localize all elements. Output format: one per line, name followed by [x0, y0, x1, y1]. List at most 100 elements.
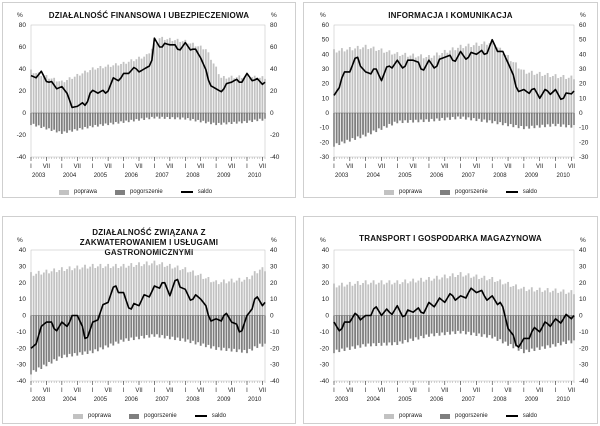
bar-poprawa	[367, 284, 370, 316]
bar-poprawa	[60, 267, 63, 316]
bar-poprawa	[475, 42, 478, 113]
bar-poprawa	[551, 290, 554, 316]
bar-poprawa	[53, 268, 56, 316]
bar-poprawa	[261, 267, 264, 316]
bar-poprawa	[377, 282, 380, 316]
bar-pogorszenie	[197, 113, 200, 120]
bar-pogorszenie	[117, 113, 120, 124]
bar-poprawa	[248, 279, 251, 316]
bar-pogorszenie	[63, 315, 66, 355]
bar-pogorszenie	[383, 315, 386, 343]
bar-poprawa	[212, 281, 215, 316]
y-tick-label-left: 20	[19, 88, 27, 95]
bar-pogorszenie	[417, 315, 420, 340]
bar-pogorszenie	[96, 113, 99, 127]
bar-pogorszenie	[435, 315, 438, 334]
bar-poprawa	[228, 77, 230, 113]
bar-pogorszenie	[425, 315, 428, 335]
bar-pogorszenie	[161, 113, 164, 117]
bar-pogorszenie	[462, 315, 465, 331]
bar-pogorszenie	[45, 315, 48, 367]
bar-pogorszenie	[433, 113, 436, 122]
bar-poprawa	[343, 51, 346, 113]
x-year-label: 2005	[398, 173, 412, 179]
bar-poprawa	[168, 37, 171, 114]
bar-poprawa	[135, 59, 138, 113]
bar-poprawa	[158, 38, 161, 114]
bar-poprawa	[199, 45, 202, 113]
bar-pogorszenie	[364, 315, 367, 347]
bar-poprawa	[412, 278, 415, 316]
bar-pogorszenie	[380, 113, 383, 130]
legend-label: saldo	[211, 413, 227, 419]
bar-poprawa	[112, 266, 115, 316]
bar-poprawa	[486, 280, 488, 316]
bar-pogorszenie	[533, 315, 536, 351]
bar-pogorszenie	[210, 113, 212, 125]
bar-poprawa	[150, 263, 153, 316]
bar-poprawa	[451, 273, 454, 316]
x-tick-label: VII	[74, 388, 82, 394]
bar-poprawa	[171, 40, 174, 114]
bar-pogorszenie	[536, 315, 538, 348]
bar-pogorszenie	[541, 315, 544, 347]
y-tick-label-right: 30	[579, 66, 587, 73]
bar-poprawa	[215, 280, 218, 316]
y-tick-label-right: 50	[579, 37, 587, 44]
bar-poprawa	[554, 288, 557, 316]
bar-pogorszenie	[99, 315, 102, 348]
bar-poprawa	[238, 75, 241, 113]
bar-pogorszenie	[78, 113, 81, 129]
bar-pogorszenie	[385, 315, 388, 346]
bar-pogorszenie	[406, 315, 409, 343]
bar-poprawa	[37, 270, 40, 316]
bar-pogorszenie	[459, 315, 462, 334]
bar-poprawa	[243, 76, 246, 113]
y-unit-label-left: %	[320, 237, 326, 244]
bar-poprawa	[525, 291, 528, 316]
bar-pogorszenie	[127, 113, 130, 123]
bar-poprawa	[565, 78, 568, 113]
x-tick-label: I	[154, 388, 156, 394]
y-tick-label-left: -20	[17, 345, 27, 352]
legend-label: pogorszenie	[130, 189, 163, 195]
bar-pogorszenie	[396, 315, 399, 345]
y-tick-label-right: -30	[270, 362, 280, 369]
x-year-label: 2003	[335, 397, 349, 403]
legend-line-saldo	[194, 415, 207, 417]
bar-pogorszenie	[486, 113, 488, 123]
bar-pogorszenie	[194, 113, 197, 122]
bar-poprawa	[428, 55, 430, 113]
bar-pogorszenie	[414, 315, 417, 338]
bar-poprawa	[538, 71, 541, 113]
bar-poprawa	[246, 75, 248, 113]
bar-poprawa	[40, 274, 43, 316]
y-tick-label-right: -10	[270, 329, 280, 336]
bar-pogorszenie	[55, 315, 58, 361]
bar-poprawa	[217, 74, 220, 113]
bar-pogorszenie	[391, 315, 393, 346]
bar-poprawa	[351, 285, 354, 316]
bar-poprawa	[454, 277, 457, 316]
bar-pogorszenie	[114, 315, 117, 342]
bar-pogorszenie	[449, 315, 451, 335]
bar-pogorszenie	[140, 113, 143, 119]
bar-pogorszenie	[414, 113, 417, 120]
bar-pogorszenie	[194, 315, 197, 345]
bar-pogorszenie	[496, 113, 499, 125]
bar-poprawa	[32, 275, 35, 316]
legend-label: pogorszenie	[144, 413, 177, 419]
legend-swatch-pogorszenie	[440, 413, 451, 419]
bar-pogorszenie	[243, 113, 246, 122]
bar-poprawa	[189, 43, 192, 113]
x-year-label: 2010	[557, 397, 571, 403]
bar-poprawa	[348, 47, 351, 113]
bar-pogorszenie	[493, 315, 496, 337]
y-tick-label-right: 40	[579, 51, 587, 58]
bar-poprawa	[544, 74, 546, 113]
bar-pogorszenie	[359, 113, 362, 139]
bar-poprawa	[536, 289, 538, 316]
bar-pogorszenie	[63, 113, 66, 132]
bar-pogorszenie	[565, 113, 568, 128]
bar-pogorszenie	[396, 113, 399, 124]
